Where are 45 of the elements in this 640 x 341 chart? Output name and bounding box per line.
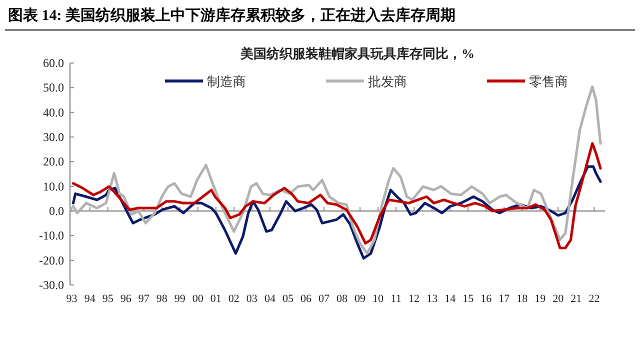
- x-tick-label: 10: [372, 293, 384, 305]
- y-tick-label: -10.0: [39, 228, 64, 243]
- chart-subtitle: 美国纺织服装鞋帽家具玩具库存同比，%: [240, 46, 474, 61]
- x-tick-label: 12: [408, 293, 420, 305]
- x-tick-label: 18: [516, 293, 528, 305]
- x-tick-label: 01: [210, 293, 222, 305]
- y-tick-label: 20.0: [43, 154, 64, 169]
- x-tick-label: 99: [174, 293, 186, 305]
- chart-title: 图表 14: 美国纺织服装上中下游库存累积较多，正在进入去库存周期: [8, 6, 456, 24]
- x-tick-label: 05: [282, 293, 294, 305]
- y-tick-label: -30.0: [39, 278, 64, 292]
- x-tick-label: 93: [66, 293, 78, 305]
- x-tick-label: 19: [534, 293, 546, 305]
- legend-label: 零售商: [529, 74, 568, 89]
- x-tick-label: 21: [570, 293, 582, 305]
- x-tick-label: 22: [588, 293, 600, 305]
- x-tick-label: 95: [102, 293, 114, 305]
- x-tick-label: 15: [462, 293, 474, 305]
- x-tick-label: 00: [192, 293, 204, 305]
- y-tick-label: 0.0: [49, 204, 64, 218]
- x-tick-label: 13: [426, 293, 438, 305]
- legend-label: 制造商: [207, 74, 246, 89]
- y-tick-label: 10.0: [43, 179, 64, 194]
- y-tick-label: 60.0: [43, 56, 64, 70]
- x-tick-label: 20: [552, 293, 564, 305]
- legend-label: 批发商: [368, 74, 407, 89]
- x-tick-label: 17: [498, 293, 510, 305]
- x-tick-label: 06: [300, 293, 312, 305]
- x-tick-label: 04: [264, 293, 276, 305]
- x-tick-label: 08: [336, 293, 348, 305]
- y-tick-label: 30.0: [43, 130, 64, 144]
- y-tick-label: 40.0: [43, 105, 64, 120]
- x-tick-label: 16: [480, 293, 492, 305]
- x-tick-label: 02: [228, 293, 240, 305]
- x-tick-label: 11: [390, 293, 402, 305]
- y-tick-label: -20.0: [39, 253, 64, 268]
- x-tick-label: 96: [120, 293, 132, 305]
- x-tick-label: 07: [318, 293, 330, 305]
- x-tick-label: 03: [246, 293, 258, 305]
- x-tick-label: 97: [138, 293, 150, 305]
- x-tick-label: 09: [354, 293, 366, 305]
- y-tick-label: 50.0: [43, 80, 64, 95]
- x-tick-label: 94: [84, 293, 96, 305]
- x-tick-label: 98: [156, 293, 168, 305]
- x-tick-label: 14: [444, 293, 456, 305]
